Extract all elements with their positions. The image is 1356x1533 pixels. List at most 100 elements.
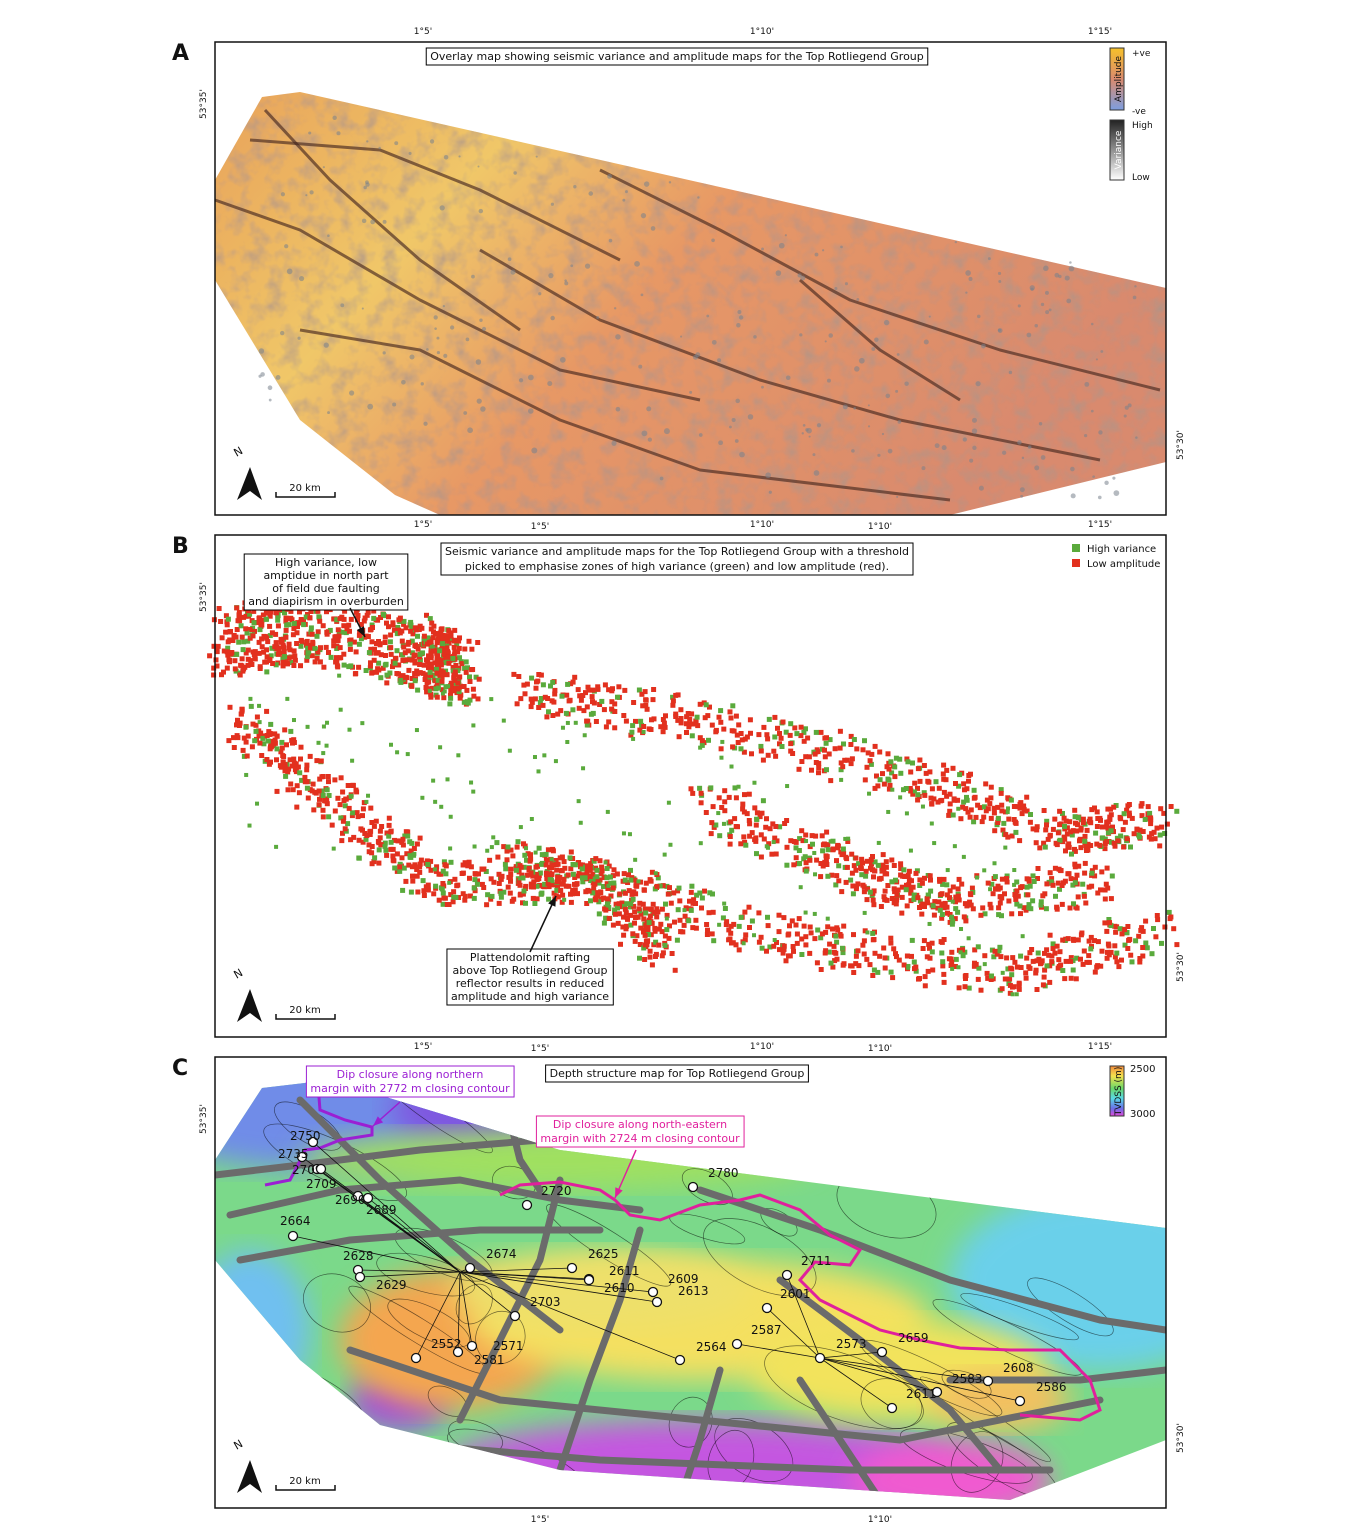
low-amplitude-cell: [338, 616, 343, 621]
high-variance-cell: [325, 744, 329, 748]
low-amplitude-cell: [888, 936, 893, 941]
variance-speck: [904, 382, 908, 386]
low-amplitude-cell: [281, 660, 286, 665]
low-amplitude-cell: [1095, 891, 1100, 896]
low-amplitude-cell: [762, 837, 767, 842]
low-amplitude-cell: [451, 899, 456, 904]
variance-speck: [641, 430, 647, 436]
variance-speck: [531, 448, 537, 454]
low-amplitude-cell: [827, 942, 832, 947]
low-amplitude-cell: [1149, 837, 1154, 842]
low-amplitude-cell: [1025, 892, 1030, 897]
low-amplitude-cell: [794, 855, 799, 860]
low-amplitude-cell: [911, 885, 916, 890]
high-variance-cell: [337, 674, 341, 678]
low-amplitude-cell: [255, 715, 260, 720]
low-amplitude-cell: [570, 888, 575, 893]
high-variance-cell: [450, 656, 455, 661]
low-amplitude-cell: [1095, 824, 1100, 829]
low-amplitude-cell: [941, 972, 946, 977]
longitude-label: 1°10': [868, 1515, 892, 1525]
high-variance-cell: [581, 766, 585, 770]
low-amplitude-cell: [528, 859, 533, 864]
high-variance-cell: [579, 821, 583, 825]
low-amplitude-cell: [444, 645, 449, 650]
low-amplitude-cell: [415, 890, 420, 895]
low-amplitude-cell: [469, 647, 474, 652]
low-amplitude-cell: [1148, 815, 1153, 820]
variance-speck: [776, 270, 782, 276]
low-amplitude-cell: [766, 753, 771, 758]
high-variance-cell: [951, 900, 955, 904]
low-amplitude-cell: [404, 625, 409, 630]
high-variance-cell: [339, 708, 343, 712]
low-amplitude-cell: [403, 675, 408, 680]
low-amplitude-cell: [905, 954, 910, 959]
north-arrow: [237, 989, 262, 1022]
high-variance-cell: [799, 952, 804, 957]
legend-swatch: [1072, 559, 1080, 567]
low-amplitude-cell: [264, 647, 269, 652]
variance-speck: [1054, 273, 1059, 278]
low-amplitude-cell: [349, 617, 354, 622]
low-amplitude-cell: [890, 896, 895, 901]
low-amplitude-cell: [267, 624, 272, 629]
low-amplitude-cell: [1138, 928, 1143, 933]
low-amplitude-cell: [400, 639, 405, 644]
low-amplitude-cell: [975, 803, 980, 808]
variance-speck: [897, 353, 900, 356]
low-amplitude-cell: [756, 732, 761, 737]
low-amplitude-cell: [246, 663, 251, 668]
low-amplitude-cell: [1081, 820, 1086, 825]
low-amplitude-cell: [408, 629, 413, 634]
high-variance-cell: [1082, 839, 1087, 844]
low-amplitude-cell: [912, 781, 917, 786]
well: [676, 1356, 685, 1365]
low-amplitude-cell: [1017, 981, 1022, 986]
low-amplitude-cell: [996, 905, 1001, 910]
low-amplitude-cell: [308, 754, 313, 759]
low-amplitude-cell: [533, 696, 538, 701]
annotation-line: amptidue in north part: [263, 569, 389, 582]
low-amplitude-cell: [424, 685, 429, 690]
variance-speck: [305, 194, 307, 196]
high-variance-cell: [471, 790, 475, 794]
low-amplitude-cell: [1042, 975, 1047, 980]
low-amplitude-cell: [663, 725, 668, 730]
low-amplitude-cell: [541, 703, 546, 708]
variance-speck: [1098, 496, 1102, 500]
variance-speck: [1084, 434, 1087, 437]
well: [466, 1264, 475, 1273]
low-amplitude-cell: [877, 954, 882, 959]
well-label: 2629: [376, 1278, 407, 1292]
latitude-label: 53°30': [1176, 430, 1186, 460]
low-amplitude-cell: [1118, 816, 1123, 821]
low-amplitude-cell: [898, 861, 903, 866]
low-amplitude-cell: [1036, 866, 1041, 871]
low-amplitude-cell: [802, 739, 807, 744]
low-amplitude-cell: [787, 923, 792, 928]
low-amplitude-cell: [1102, 920, 1107, 925]
low-amplitude-cell: [684, 714, 689, 719]
low-amplitude-cell: [1105, 866, 1110, 871]
high-variance-cell: [347, 728, 351, 732]
low-amplitude-cell: [475, 640, 480, 645]
low-amplitude-cell: [397, 864, 402, 869]
high-variance-cell: [761, 798, 766, 803]
low-amplitude-cell: [1113, 930, 1118, 935]
low-amplitude-cell: [232, 658, 237, 663]
variance-speck: [1022, 457, 1024, 459]
high-variance-cell: [962, 855, 966, 859]
low-amplitude-cell: [1171, 926, 1176, 931]
high-variance-cell: [888, 759, 893, 764]
low-amplitude-cell: [871, 874, 876, 879]
high-variance-cell: [605, 866, 610, 871]
low-amplitude-cell: [928, 873, 933, 878]
low-amplitude-cell: [321, 665, 326, 670]
low-amplitude-cell: [658, 922, 663, 927]
low-amplitude-cell: [1044, 881, 1049, 886]
low-amplitude-cell: [419, 626, 424, 631]
variance-speck: [638, 365, 642, 369]
low-amplitude-cell: [865, 765, 870, 770]
low-amplitude-cell: [423, 672, 428, 677]
